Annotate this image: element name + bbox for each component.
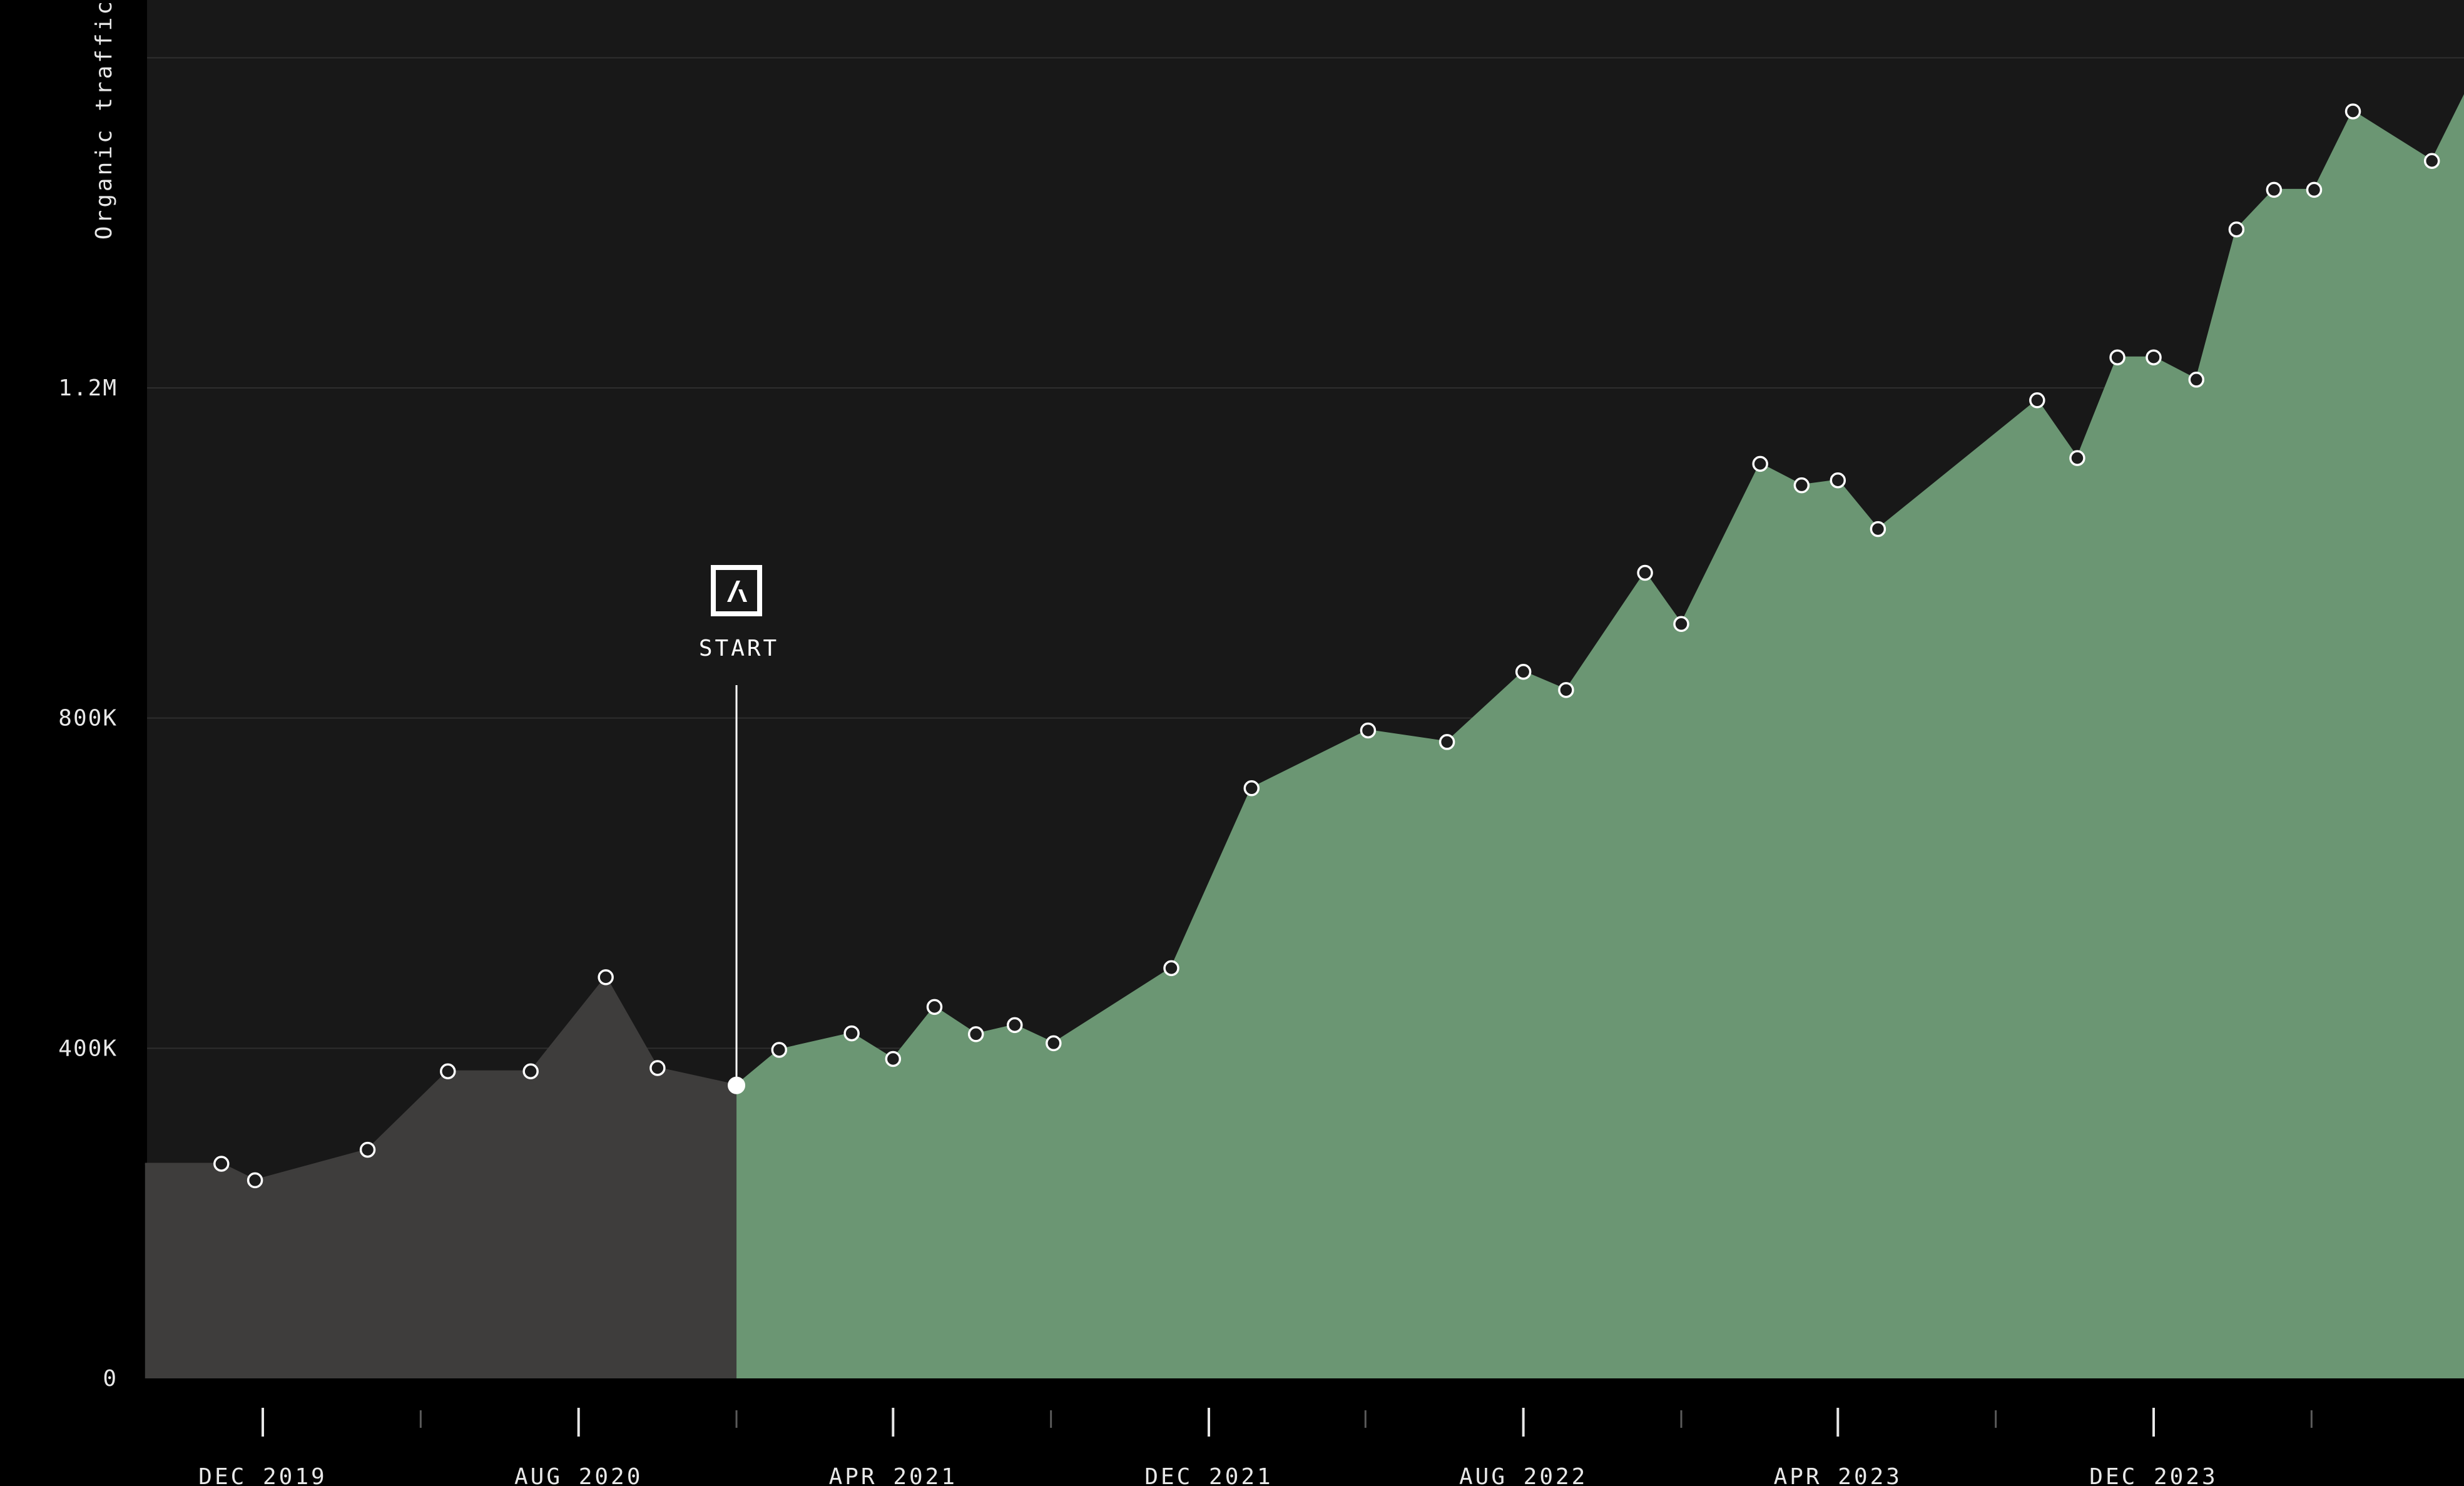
- data-point: [1830, 472, 1846, 489]
- data-point: [213, 1156, 230, 1172]
- data-point: [1752, 455, 1768, 472]
- data-point: [1793, 477, 1810, 494]
- x-tick-label: AUG 2020: [514, 1464, 643, 1486]
- data-points: [213, 103, 2440, 1189]
- data-point: [649, 1060, 666, 1076]
- data-point: [2344, 103, 2361, 120]
- data-point: [1243, 780, 1260, 796]
- x-tick-label: AUG 2022: [1459, 1464, 1587, 1486]
- y-tick-label: 0: [103, 1366, 118, 1392]
- y-tick-label: 400K: [58, 1036, 118, 1061]
- x-tick-label: DEC 2023: [2089, 1464, 2217, 1486]
- data-point: [2266, 181, 2283, 198]
- y-axis: Organic traffic 0 400K 800K 1.2M: [58, 0, 118, 1392]
- data-point: [2228, 221, 2245, 238]
- data-point: [2306, 181, 2323, 198]
- logo-frame: [711, 565, 763, 616]
- data-point: [926, 999, 943, 1015]
- data-point: [1046, 1035, 1062, 1052]
- start-data-point: [728, 1076, 746, 1094]
- x-tick-label: DEC 2019: [198, 1464, 327, 1486]
- data-point: [1007, 1017, 1023, 1034]
- data-point: [2069, 450, 2085, 466]
- logo-glyph: [727, 581, 748, 602]
- data-point: [1515, 664, 1532, 680]
- y-tick-label: 800K: [58, 706, 118, 731]
- ahrefs-logo-icon: [711, 565, 763, 616]
- area-before-start: [145, 977, 737, 1378]
- data-point: [1673, 616, 1689, 633]
- start-annotation: START: [699, 565, 779, 1086]
- data-point: [885, 1051, 902, 1067]
- data-point: [1438, 734, 1455, 750]
- data-point: [2188, 372, 2205, 388]
- data-point: [2146, 349, 2162, 365]
- x-tick-label: APR 2021: [829, 1464, 957, 1486]
- data-point: [1360, 722, 1377, 739]
- data-point: [771, 1042, 788, 1058]
- data-point: [1558, 682, 1574, 698]
- data-point: [843, 1025, 860, 1042]
- data-point: [2029, 392, 2045, 409]
- data-point: [359, 1141, 376, 1158]
- start-label: START: [699, 636, 779, 661]
- x-tick-label: APR 2023: [1774, 1464, 1902, 1486]
- data-point: [598, 969, 614, 985]
- traffic-areas: [145, 96, 2464, 1378]
- data-point: [1637, 564, 1653, 581]
- x-axis: DEC 2019 AUG 2020 APR 2021 DEC 2021 AUG 2022…: [198, 1408, 2313, 1486]
- data-point: [247, 1172, 263, 1189]
- area-after-start: [736, 96, 2464, 1378]
- data-point: [2109, 349, 2125, 365]
- data-point: [1163, 960, 1179, 977]
- data-point: [2423, 153, 2440, 169]
- x-tick-label: DEC 2021: [1144, 1464, 1273, 1486]
- data-point: [440, 1063, 456, 1080]
- data-point: [1870, 521, 1886, 537]
- y-tick-label: 1.2M: [58, 375, 118, 401]
- y-axis-label: Organic traffic: [91, 0, 117, 240]
- data-point: [522, 1063, 539, 1080]
- data-point: [967, 1026, 984, 1042]
